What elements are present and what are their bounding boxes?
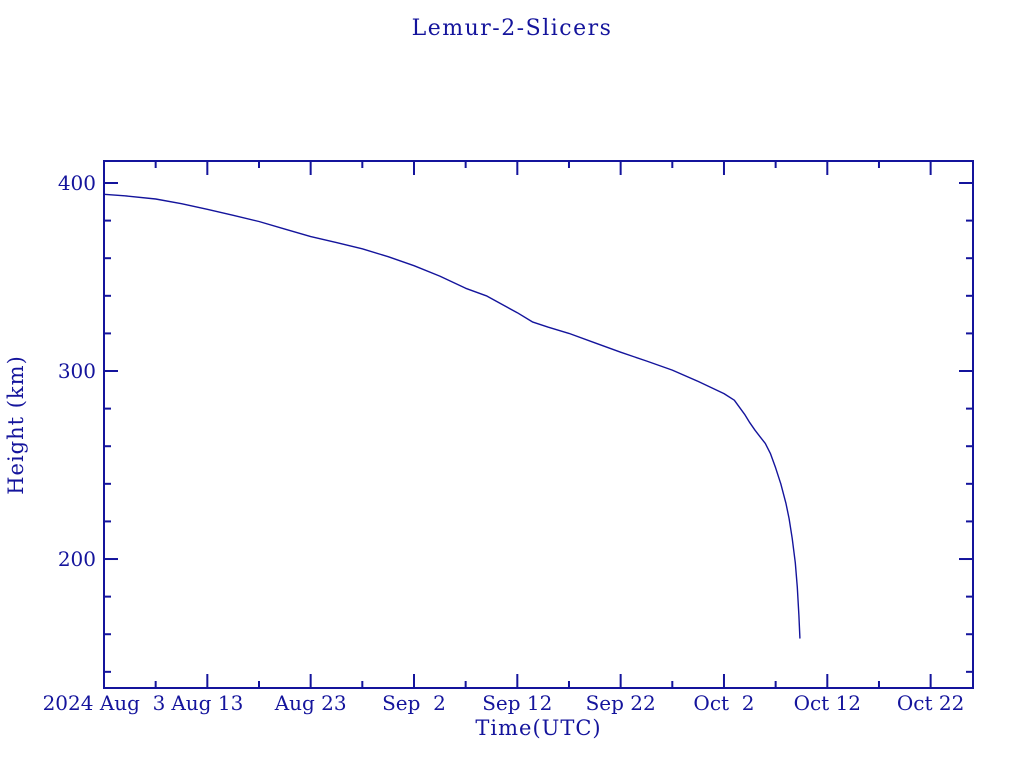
y-tick-label: 400 xyxy=(58,171,96,195)
y-tick-label: 300 xyxy=(58,359,96,383)
x-tick-label: Aug 23 xyxy=(274,691,347,715)
chart-title: Lemur-2-Slicers xyxy=(411,16,613,41)
x-tick-label: 2024 Aug 3 xyxy=(43,691,166,715)
decay-curve xyxy=(103,193,801,639)
x-tick-label: Oct 22 xyxy=(897,691,964,715)
x-axis-title: Time(UTC) xyxy=(475,716,602,740)
y-tick-label: 200 xyxy=(58,547,96,571)
x-tick-label: Sep 2 xyxy=(382,691,446,715)
y-axis-title: Height (km) xyxy=(4,355,28,495)
x-tick-label: Aug 13 xyxy=(170,691,243,715)
x-tick-label: Oct 2 xyxy=(693,691,754,715)
x-tick-label: Sep 22 xyxy=(586,691,656,715)
x-tick-label: Oct 12 xyxy=(794,691,861,715)
plot-frame xyxy=(103,160,974,689)
x-tick-label: Sep 12 xyxy=(482,691,552,715)
